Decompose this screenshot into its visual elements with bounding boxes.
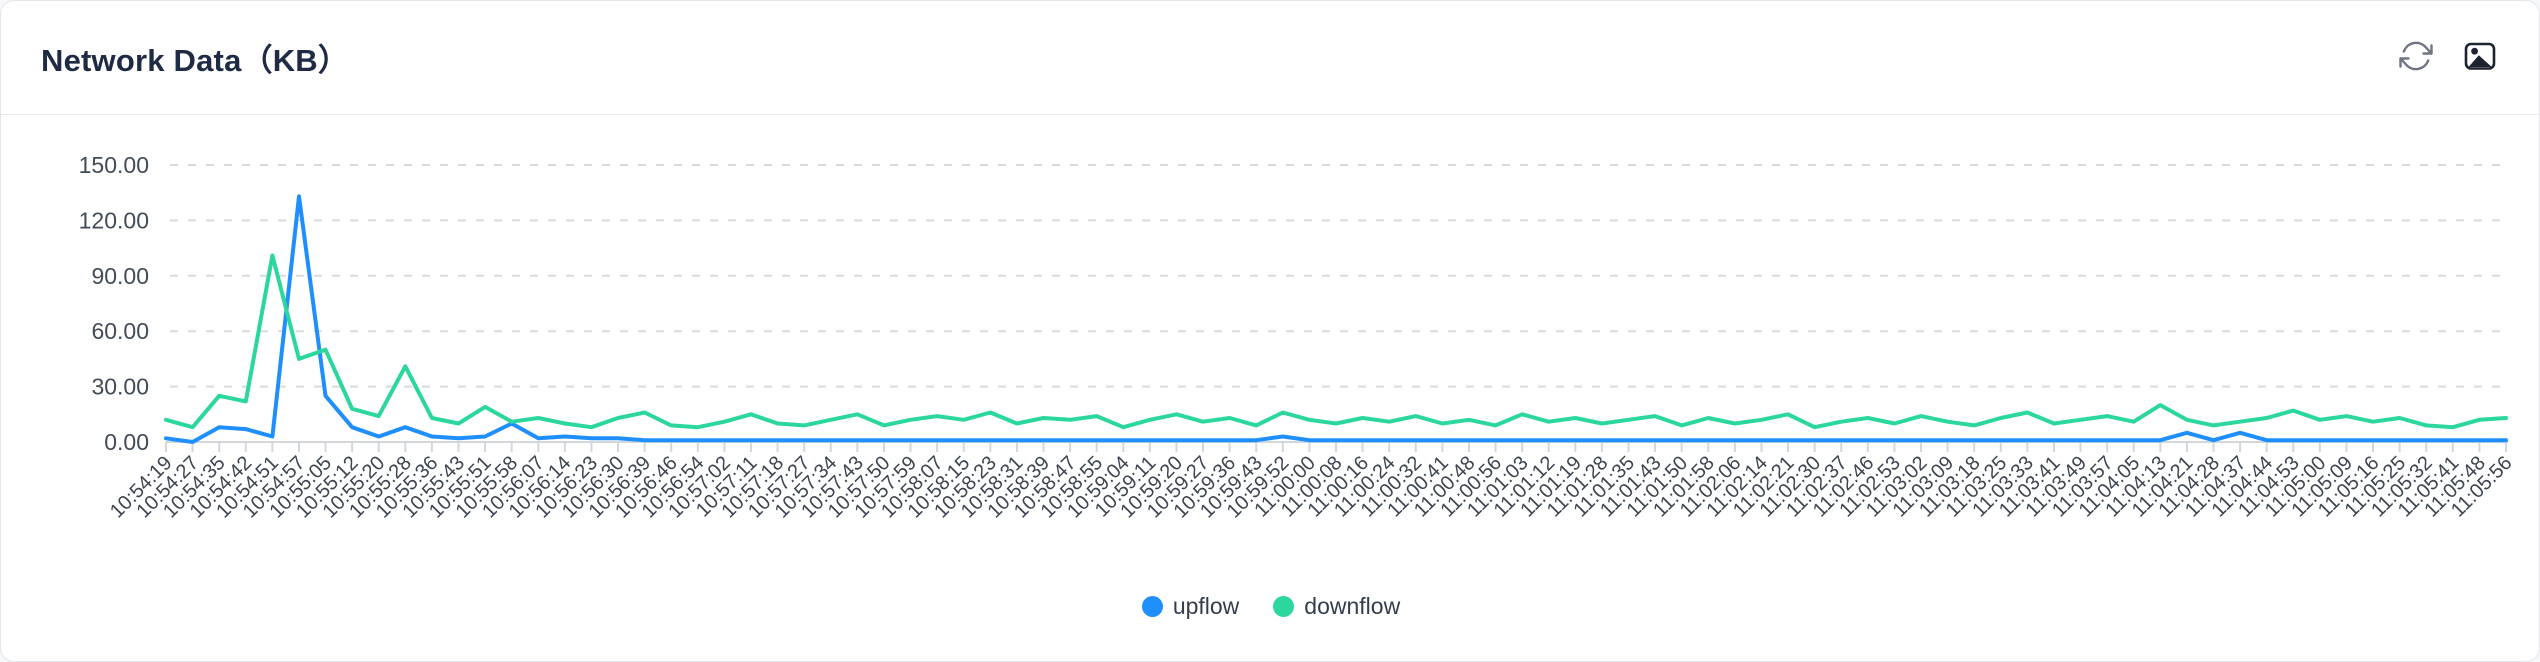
- legend-item-downflow[interactable]: downflow: [1273, 593, 1400, 620]
- chart-legend: upflow downflow: [1, 593, 2539, 620]
- image-icon: [2462, 38, 2498, 77]
- svg-text:30.00: 30.00: [91, 374, 149, 400]
- downflow-dot-icon: [1273, 596, 1295, 617]
- chart-area: 0.00 30.00 60.00 90.00 120.00 150.00 10:54:19 1…: [1, 115, 2540, 620]
- refresh-button[interactable]: [2397, 39, 2435, 77]
- svg-text:60.00: 60.00: [91, 318, 149, 344]
- svg-text:0.00: 0.00: [104, 429, 149, 455]
- header-actions: [2397, 39, 2499, 77]
- svg-text:120.00: 120.00: [79, 207, 149, 233]
- save-image-button[interactable]: [2461, 39, 2499, 77]
- svg-text:150.00: 150.00: [79, 152, 149, 178]
- page-title: Network Data（KB）: [41, 43, 350, 78]
- line-chart-canvas[interactable]: 0.0030.0060.0090.00120.00150.0010:54:191…: [1, 115, 2540, 571]
- refresh-icon: [2398, 38, 2434, 77]
- svg-text:90.00: 90.00: [91, 263, 149, 289]
- legend-label-downflow: downflow: [1304, 593, 1401, 619]
- card-header: Network Data（KB）: [1, 1, 2539, 115]
- legend-label-upflow: upflow: [1172, 593, 1240, 619]
- upflow-dot-icon: [1141, 596, 1163, 617]
- legend-item-upflow[interactable]: upflow: [1141, 593, 1240, 620]
